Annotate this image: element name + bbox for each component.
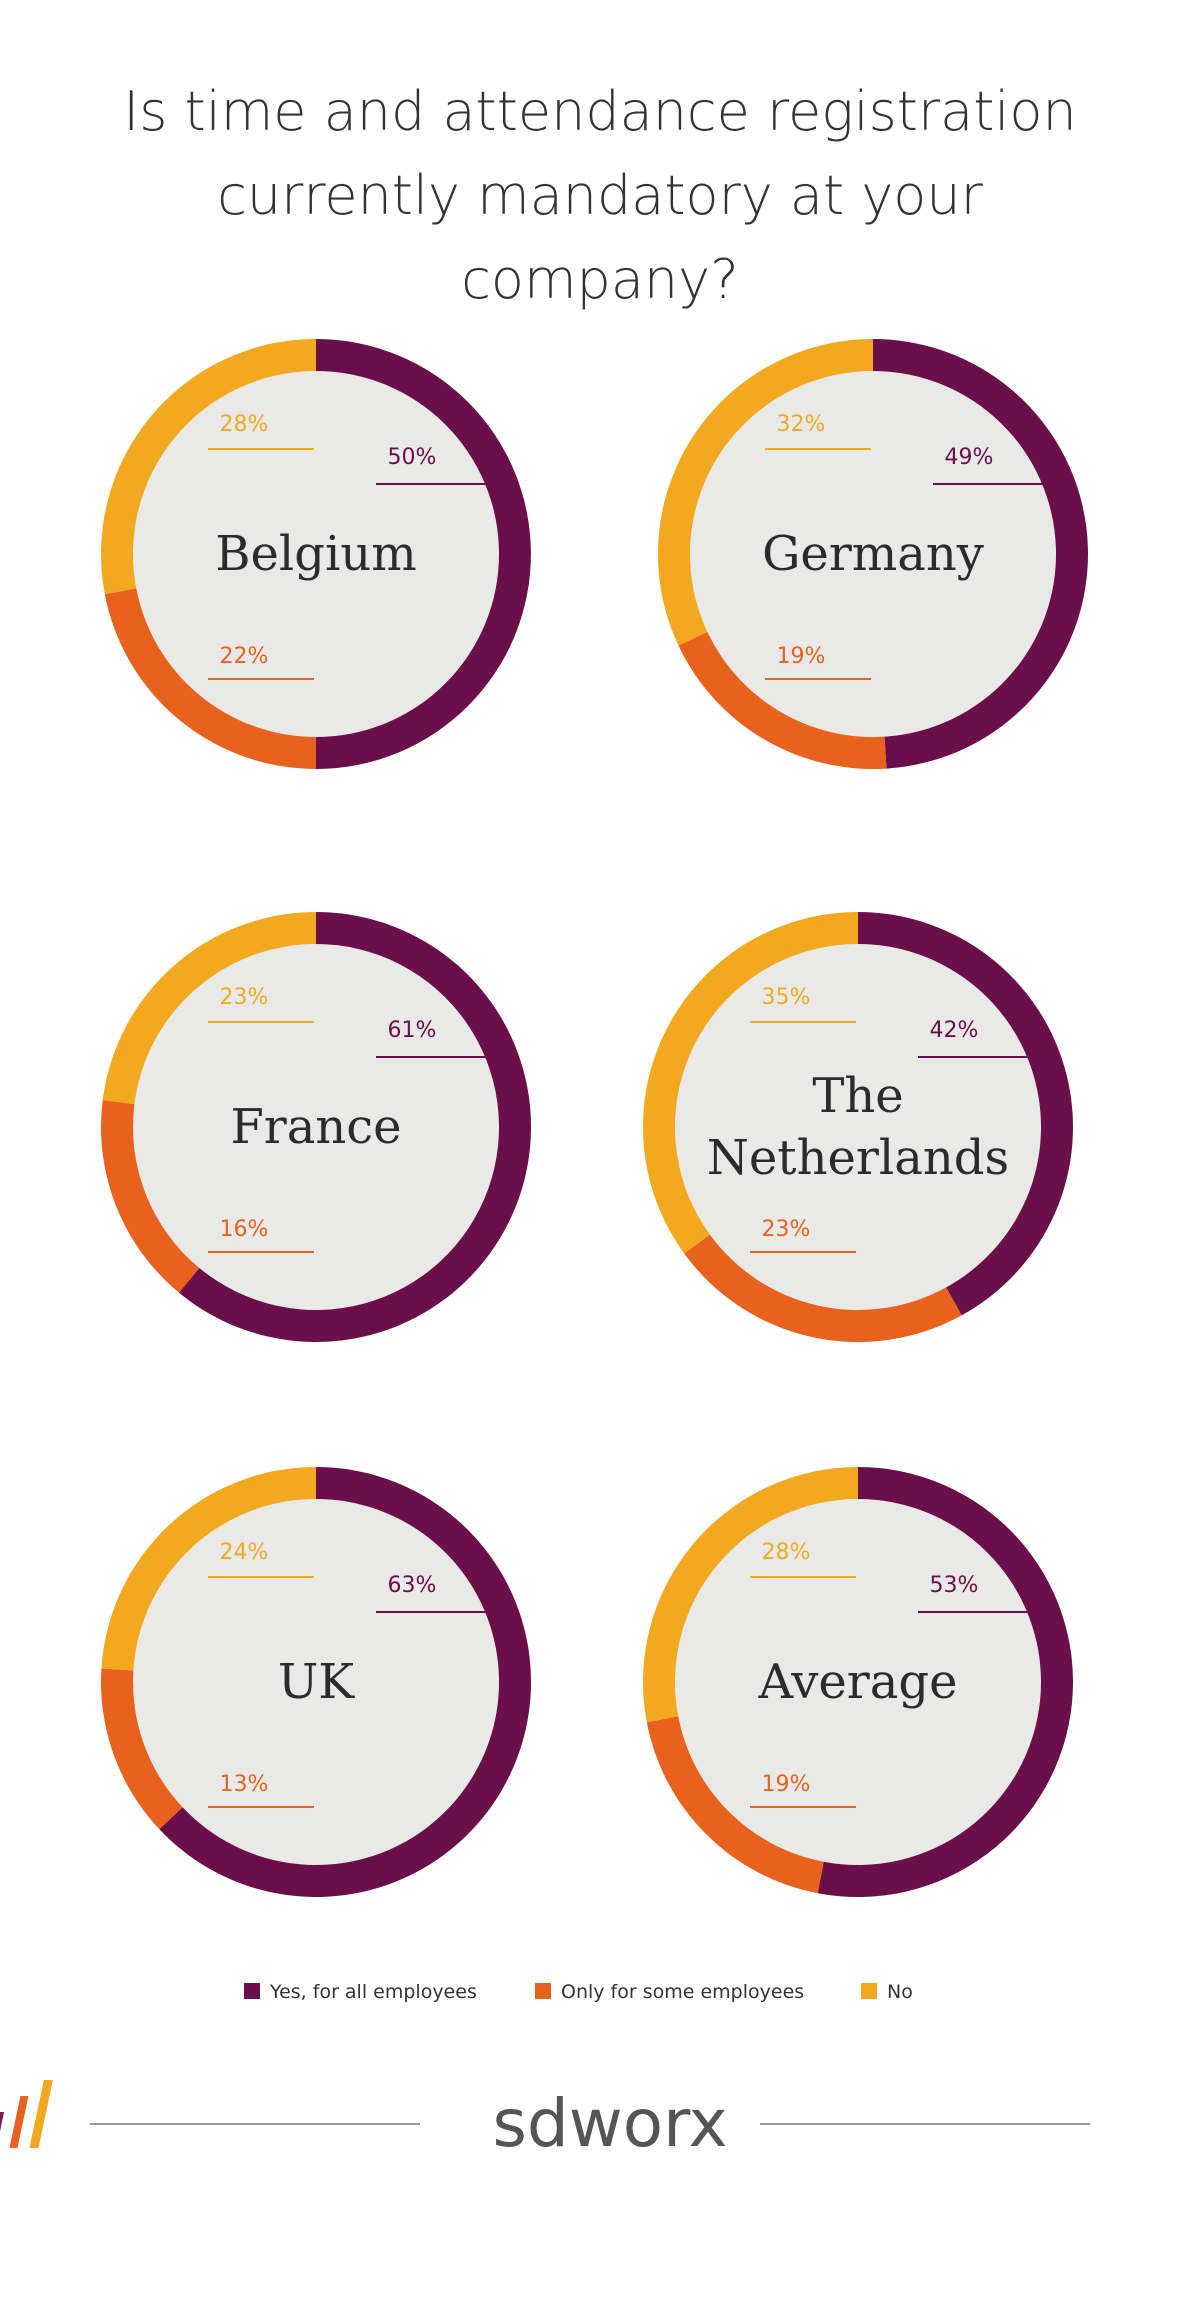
legend-label: Yes, for all employees [269, 1981, 477, 2003]
value-label: 42% [930, 1018, 979, 1043]
legend-swatch [244, 1983, 260, 1999]
brand-mark: sdworx [0, 2080, 1090, 2162]
donut-title: UK [277, 1654, 355, 1710]
value-label: 35% [762, 985, 811, 1010]
donut-chart: 63% 13% 24% [100, 1467, 532, 1897]
value-label: 19% [777, 644, 826, 669]
value-label: 28% [220, 412, 269, 437]
donut-title: France [230, 1099, 402, 1155]
donut-chart: 42% 23% 35% [643, 912, 1073, 1342]
value-label: 23% [762, 1217, 811, 1242]
donut-title: Average [758, 1654, 958, 1710]
value-label: 32% [777, 412, 826, 437]
legend-swatch [861, 1983, 877, 1999]
logo-bar [9, 2096, 29, 2148]
donut-background [133, 1499, 499, 1865]
donut-background [675, 1499, 1041, 1865]
donut-segment [643, 1467, 858, 1723]
donut-segment [658, 339, 873, 646]
logo-bar [29, 2080, 53, 2148]
donut-background [133, 371, 499, 737]
donut-segment [316, 339, 531, 769]
donut-segment [873, 339, 1088, 769]
donut-chart: 50% 22% 28% [100, 339, 531, 769]
donut-segment [646, 1716, 824, 1894]
donut-segment [104, 588, 316, 769]
donut-chart: 49% 19% 32% [658, 339, 1088, 769]
logo-bar [0, 2112, 5, 2148]
value-label: 16% [220, 1217, 269, 1242]
donut-chart: 53% 19% 28% [643, 1467, 1074, 1897]
value-label: 28% [762, 1540, 811, 1565]
donut-title: The Netherlands [706, 1068, 1010, 1186]
donut-chart: 61% 16% 23% [100, 912, 531, 1342]
donut-background [675, 944, 1041, 1310]
value-label: 23% [220, 985, 269, 1010]
donut-title: Germany [762, 526, 984, 582]
value-label: 50% [388, 445, 437, 470]
donut-segment [101, 1467, 316, 1671]
donut-segment [817, 1467, 1074, 1897]
donut-segment [100, 1668, 183, 1830]
value-label: 24% [220, 1540, 269, 1565]
donut-segment [858, 912, 1073, 1316]
donut-background [133, 944, 499, 1310]
donut-segment [178, 912, 531, 1342]
donut-segment [678, 631, 887, 769]
value-label: 61% [388, 1018, 437, 1043]
donut-segment [102, 912, 316, 1105]
value-label: 63% [388, 1573, 437, 1598]
page-title: Is time and attendance registration curr… [123, 80, 1077, 311]
donut-segment [684, 1234, 962, 1342]
legend-label: No [887, 1981, 913, 2003]
donut-segment [643, 912, 858, 1254]
value-label: 13% [220, 1772, 269, 1797]
value-label: 22% [220, 644, 269, 669]
value-label: 53% [930, 1573, 979, 1598]
legend-swatch [535, 1983, 551, 1999]
value-label: 19% [762, 1772, 811, 1797]
donut-segment [100, 339, 316, 595]
donut-background [690, 371, 1056, 737]
donut-segment [100, 1100, 200, 1293]
value-label: 49% [945, 445, 994, 470]
legend-label: Only for some employees [561, 1981, 804, 2003]
brand-name: sdworx [492, 2085, 727, 2162]
donut-title: Belgium [215, 526, 417, 582]
donut-segment [159, 1467, 532, 1897]
